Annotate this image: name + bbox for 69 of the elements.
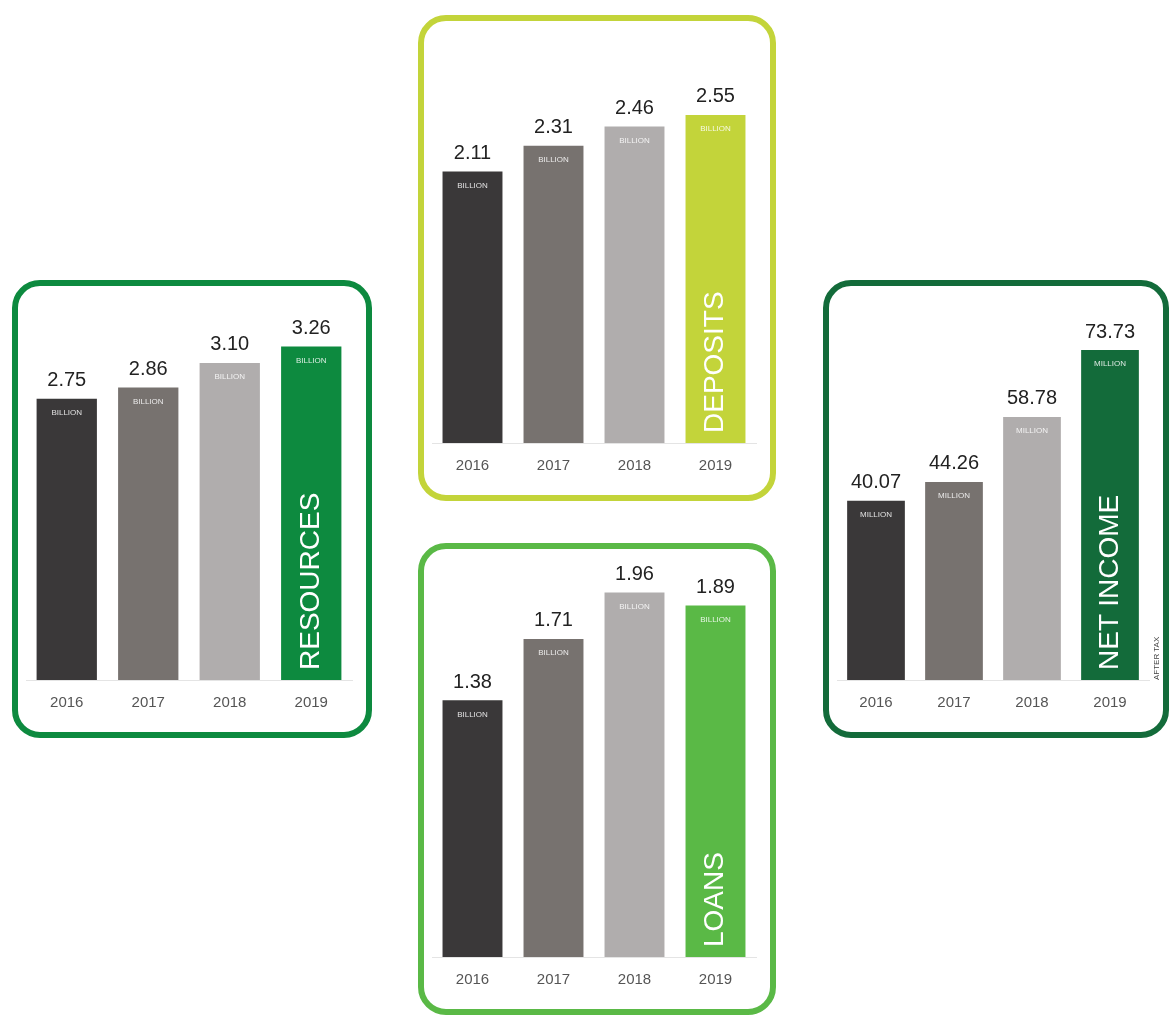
- annotation: BILLION: [214, 372, 246, 382]
- annotation: BILLION: [51, 407, 83, 417]
- x-tick-label: 2017: [536, 456, 571, 474]
- x-tick-label: 2016: [455, 456, 490, 474]
- annotation: BILLION: [619, 135, 651, 145]
- data-label: 3.10: [210, 332, 250, 355]
- text: AFTER TAX: [1152, 636, 1162, 680]
- data-label: 2.75: [47, 368, 87, 391]
- data-label: 1.38: [453, 669, 492, 692]
- annotation: MILLION: [1093, 359, 1127, 369]
- bar: [523, 145, 584, 443]
- bar: [685, 605, 746, 957]
- annotation: BILLION: [700, 614, 732, 624]
- annotation: BILLION: [700, 124, 732, 134]
- data-label: 73.73: [1084, 319, 1136, 342]
- text: LOANS: [698, 852, 730, 947]
- bar: [281, 346, 342, 680]
- data-label: 2.11: [453, 141, 492, 164]
- data-label: 3.26: [291, 316, 331, 339]
- data-label: 1.96: [615, 561, 654, 584]
- bar: [925, 481, 983, 680]
- data-label: 44.26: [928, 451, 980, 474]
- x-tick-label: 2017: [536, 970, 571, 988]
- data-label: 2.86: [128, 356, 168, 379]
- data-label: 1.89: [696, 574, 735, 597]
- x-tick-label: 2018: [617, 456, 652, 474]
- x-tick-label: 2018: [213, 693, 247, 711]
- annotation: BILLION: [619, 601, 651, 611]
- data-label: 2.55: [696, 84, 735, 107]
- bar: [604, 126, 665, 443]
- x-tick-label: 2016: [50, 693, 84, 711]
- data-label: 2.31: [534, 115, 573, 138]
- text: RESOURCES: [293, 492, 325, 670]
- bar: [523, 638, 584, 957]
- annotation: BILLION: [132, 396, 164, 406]
- x-tick-label: 2019: [698, 456, 733, 474]
- x-tick-label: 2017: [131, 693, 165, 711]
- x-tick-label: 2019: [698, 970, 733, 988]
- data-label: 40.07: [850, 470, 902, 493]
- annotation: MILLION: [937, 491, 971, 501]
- bar: [442, 171, 503, 443]
- text: NET INCOME: [1092, 494, 1124, 670]
- bar: [685, 114, 746, 443]
- annotation: MILLION: [859, 509, 893, 519]
- bar: [1003, 416, 1061, 680]
- x-tick-label: 2019: [1093, 693, 1127, 711]
- data-label: 1.71: [534, 608, 573, 631]
- annotation: BILLION: [457, 180, 489, 190]
- bar: [1081, 350, 1139, 680]
- x-tick-label: 2017: [937, 693, 971, 711]
- x-tick-label: 2016: [455, 970, 490, 988]
- bar: [199, 362, 260, 680]
- x-tick-label: 2016: [859, 693, 893, 711]
- annotation: MILLION: [1015, 426, 1049, 436]
- x-tick-label: 2018: [617, 970, 652, 988]
- bar: [118, 387, 179, 680]
- annotation: BILLION: [457, 709, 489, 719]
- bar: [442, 700, 503, 957]
- annotation: BILLION: [538, 648, 570, 658]
- bar: [604, 592, 665, 957]
- annotation: BILLION: [295, 355, 327, 365]
- x-tick-label: 2018: [1015, 693, 1049, 711]
- data-label: 58.78: [1006, 386, 1058, 409]
- annotation: BILLION: [538, 154, 570, 164]
- text: DEPOSITS: [698, 291, 730, 433]
- data-label: 2.46: [615, 96, 654, 118]
- bar: [847, 500, 905, 680]
- x-tick-label: 2019: [294, 693, 328, 711]
- bar: [36, 398, 97, 680]
